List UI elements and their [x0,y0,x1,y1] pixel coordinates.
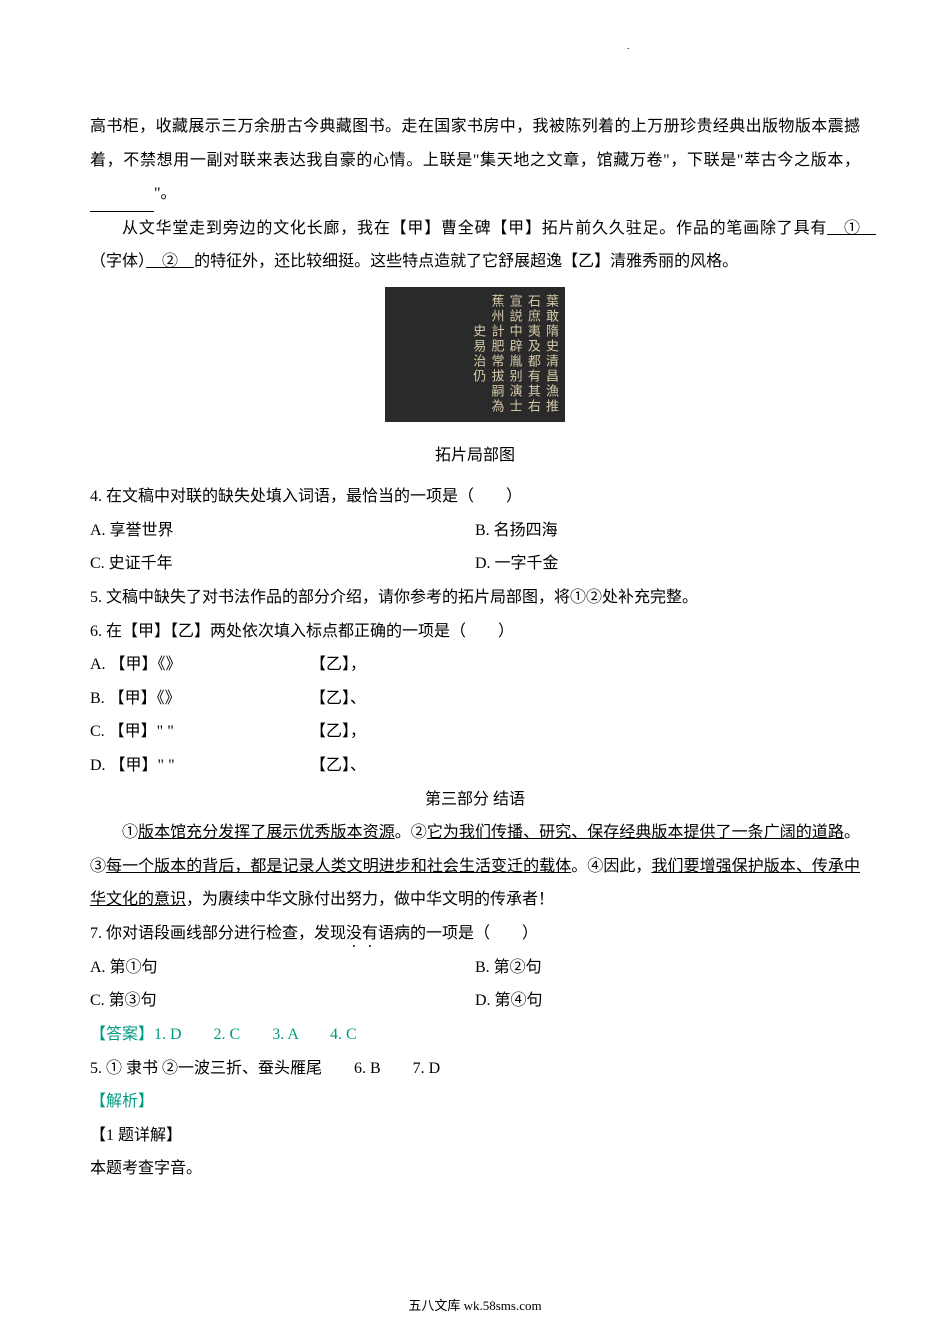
conc-1a: ① [122,824,138,841]
conc-1b: 版本馆充分发挥了展示优秀版本资源 [138,824,395,841]
question-5: 5. 文稿中缺失了对书法作品的部分介绍，请你参考的拓片局部图，将①②处补充完整。 [90,581,860,615]
q6-a2: 【乙】， [310,648,366,682]
q4-opt-c: C. 史证千年 [90,547,475,581]
jiexi-label: 【解析】 [90,1085,860,1119]
q6-row-c: C. 【甲】" " 【乙】， [90,715,860,749]
conclusion-para: ①版本馆充分发挥了展示优秀版本资源。②它为我们传播、研究、保存经典版本提供了一条… [90,816,860,917]
conc-1c: 。② [395,824,427,841]
blank-couplet [90,177,154,212]
q6-row-b: B. 【甲】《》 【乙】、 [90,682,860,716]
document-content: 高书柜，收藏展示三万余册古今典藏图书。走在国家书房中，我被陈列着的上万册珍贵经典… [90,110,860,1186]
rubbing-image-section: 葉敢隋史清昌漁推石庶夷及都有其右宣説中辟胤别演士蕉州計肥常拔嗣為史易治仍 拓片局… [90,287,860,472]
q6-b2: 【乙】、 [310,682,366,716]
top-mark: · [626,38,630,61]
para2: 从文华堂走到旁边的文化长廊，我在【甲】曹全碑【甲】拓片前久久驻足。作品的笔画除了… [90,212,860,279]
conc-1g: 。④因此， [571,858,651,875]
conc-1f: 每一个版本的背后，都是记录人类文明进步和社会生活变迁的载体 [106,858,571,875]
q6-d1: D. 【甲】" " [90,749,310,783]
conc-1i: ，为赓续中华文脉付出努力，做中华文明的传承者！ [186,891,554,908]
q6-b1: B. 【甲】《》 [90,682,310,716]
q7-emphasis: 没有 [346,925,378,942]
para1-end: "。 [154,185,177,202]
image-caption: 拓片局部图 [90,439,860,473]
para1: 高书柜，收藏展示三万余册古今典藏图书。走在国家书房中，我被陈列着的上万册珍贵经典… [90,110,860,212]
q7-row2: C. 第③句 D. 第④句 [90,984,860,1018]
rubbing-characters: 葉敢隋史清昌漁推石庶夷及都有其右宣説中辟胤别演士蕉州計肥常拔嗣為史易治仍 [469,292,560,417]
section-3-title: 第三部分 结语 [90,783,860,817]
q7-opt-a: A. 第①句 [90,951,475,985]
footer: 五八文库 wk.58sms.com [0,1292,950,1319]
q7-c: 语病的一项是（ ） [378,925,538,942]
question-4: 4. 在文稿中对联的缺失处填入词语，最恰当的一项是（ ） [90,480,860,514]
answer-line-2: 5. ① 隶书 ②一波三折、蚕头雁尾 6. B 7. D [90,1052,860,1086]
para2-a: 从文华堂走到旁边的文化长廊，我在【甲】曹全碑【甲】拓片前久久驻足。作品的笔画除了… [122,220,827,237]
blank-2: ② [146,253,194,270]
q6-row-a: A. 【甲】《》 【乙】， [90,648,860,682]
question-7: 7. 你对语段画线部分进行检查，发现没有语病的一项是（ ） [90,917,860,951]
q4-row1: A. 享誉世界 B. 名扬四海 [90,514,860,548]
q7-a: 7. 你对语段画线部分进行检查，发现 [90,925,346,942]
para2-b: （字体） [90,253,146,270]
q6-d2: 【乙】、 [310,749,366,783]
answer-line-1: 【答案】1. D 2. C 3. A 4. C [90,1018,860,1052]
q7-opt-c: C. 第③句 [90,984,475,1018]
q4-opt-a: A. 享誉世界 [90,514,475,548]
circled-2: ② [162,253,178,270]
rubbing-image: 葉敢隋史清昌漁推石庶夷及都有其右宣説中辟胤别演士蕉州計肥常拔嗣為史易治仍 [385,287,565,422]
q4-row2: C. 史证千年 D. 一字千金 [90,547,860,581]
para2-c: 的特征外，还比较细挺。这些特点造就了它舒展超逸【乙】清雅秀丽的风格。 [194,253,738,270]
q7-opt-d: D. 第④句 [475,984,860,1018]
q6-c2: 【乙】， [310,715,366,749]
question-6: 6. 在【甲】【乙】两处依次填入标点都正确的一项是（ ） [90,615,860,649]
para1-text: 高书柜，收藏展示三万余册古今典藏图书。走在国家书房中，我被陈列着的上万册珍贵经典… [90,118,860,169]
q7-row1: A. 第①句 B. 第②句 [90,951,860,985]
q6-row-d: D. 【甲】" " 【乙】、 [90,749,860,783]
q6-c1: C. 【甲】" " [90,715,310,749]
blank-1: ① [827,220,876,237]
q7-opt-b: B. 第②句 [475,951,860,985]
q6-a1: A. 【甲】《》 [90,648,310,682]
q4-opt-d: D. 一字千金 [475,547,860,581]
detail-label: 【1 题详解】 [90,1119,860,1153]
circled-1: ① [844,220,860,237]
q4-opt-b: B. 名扬四海 [475,514,860,548]
conc-1d: 它为我们传播、研究、保存经典版本提供了一条广阔的道路 [427,824,844,841]
detail-text: 本题考查字音。 [90,1152,860,1186]
